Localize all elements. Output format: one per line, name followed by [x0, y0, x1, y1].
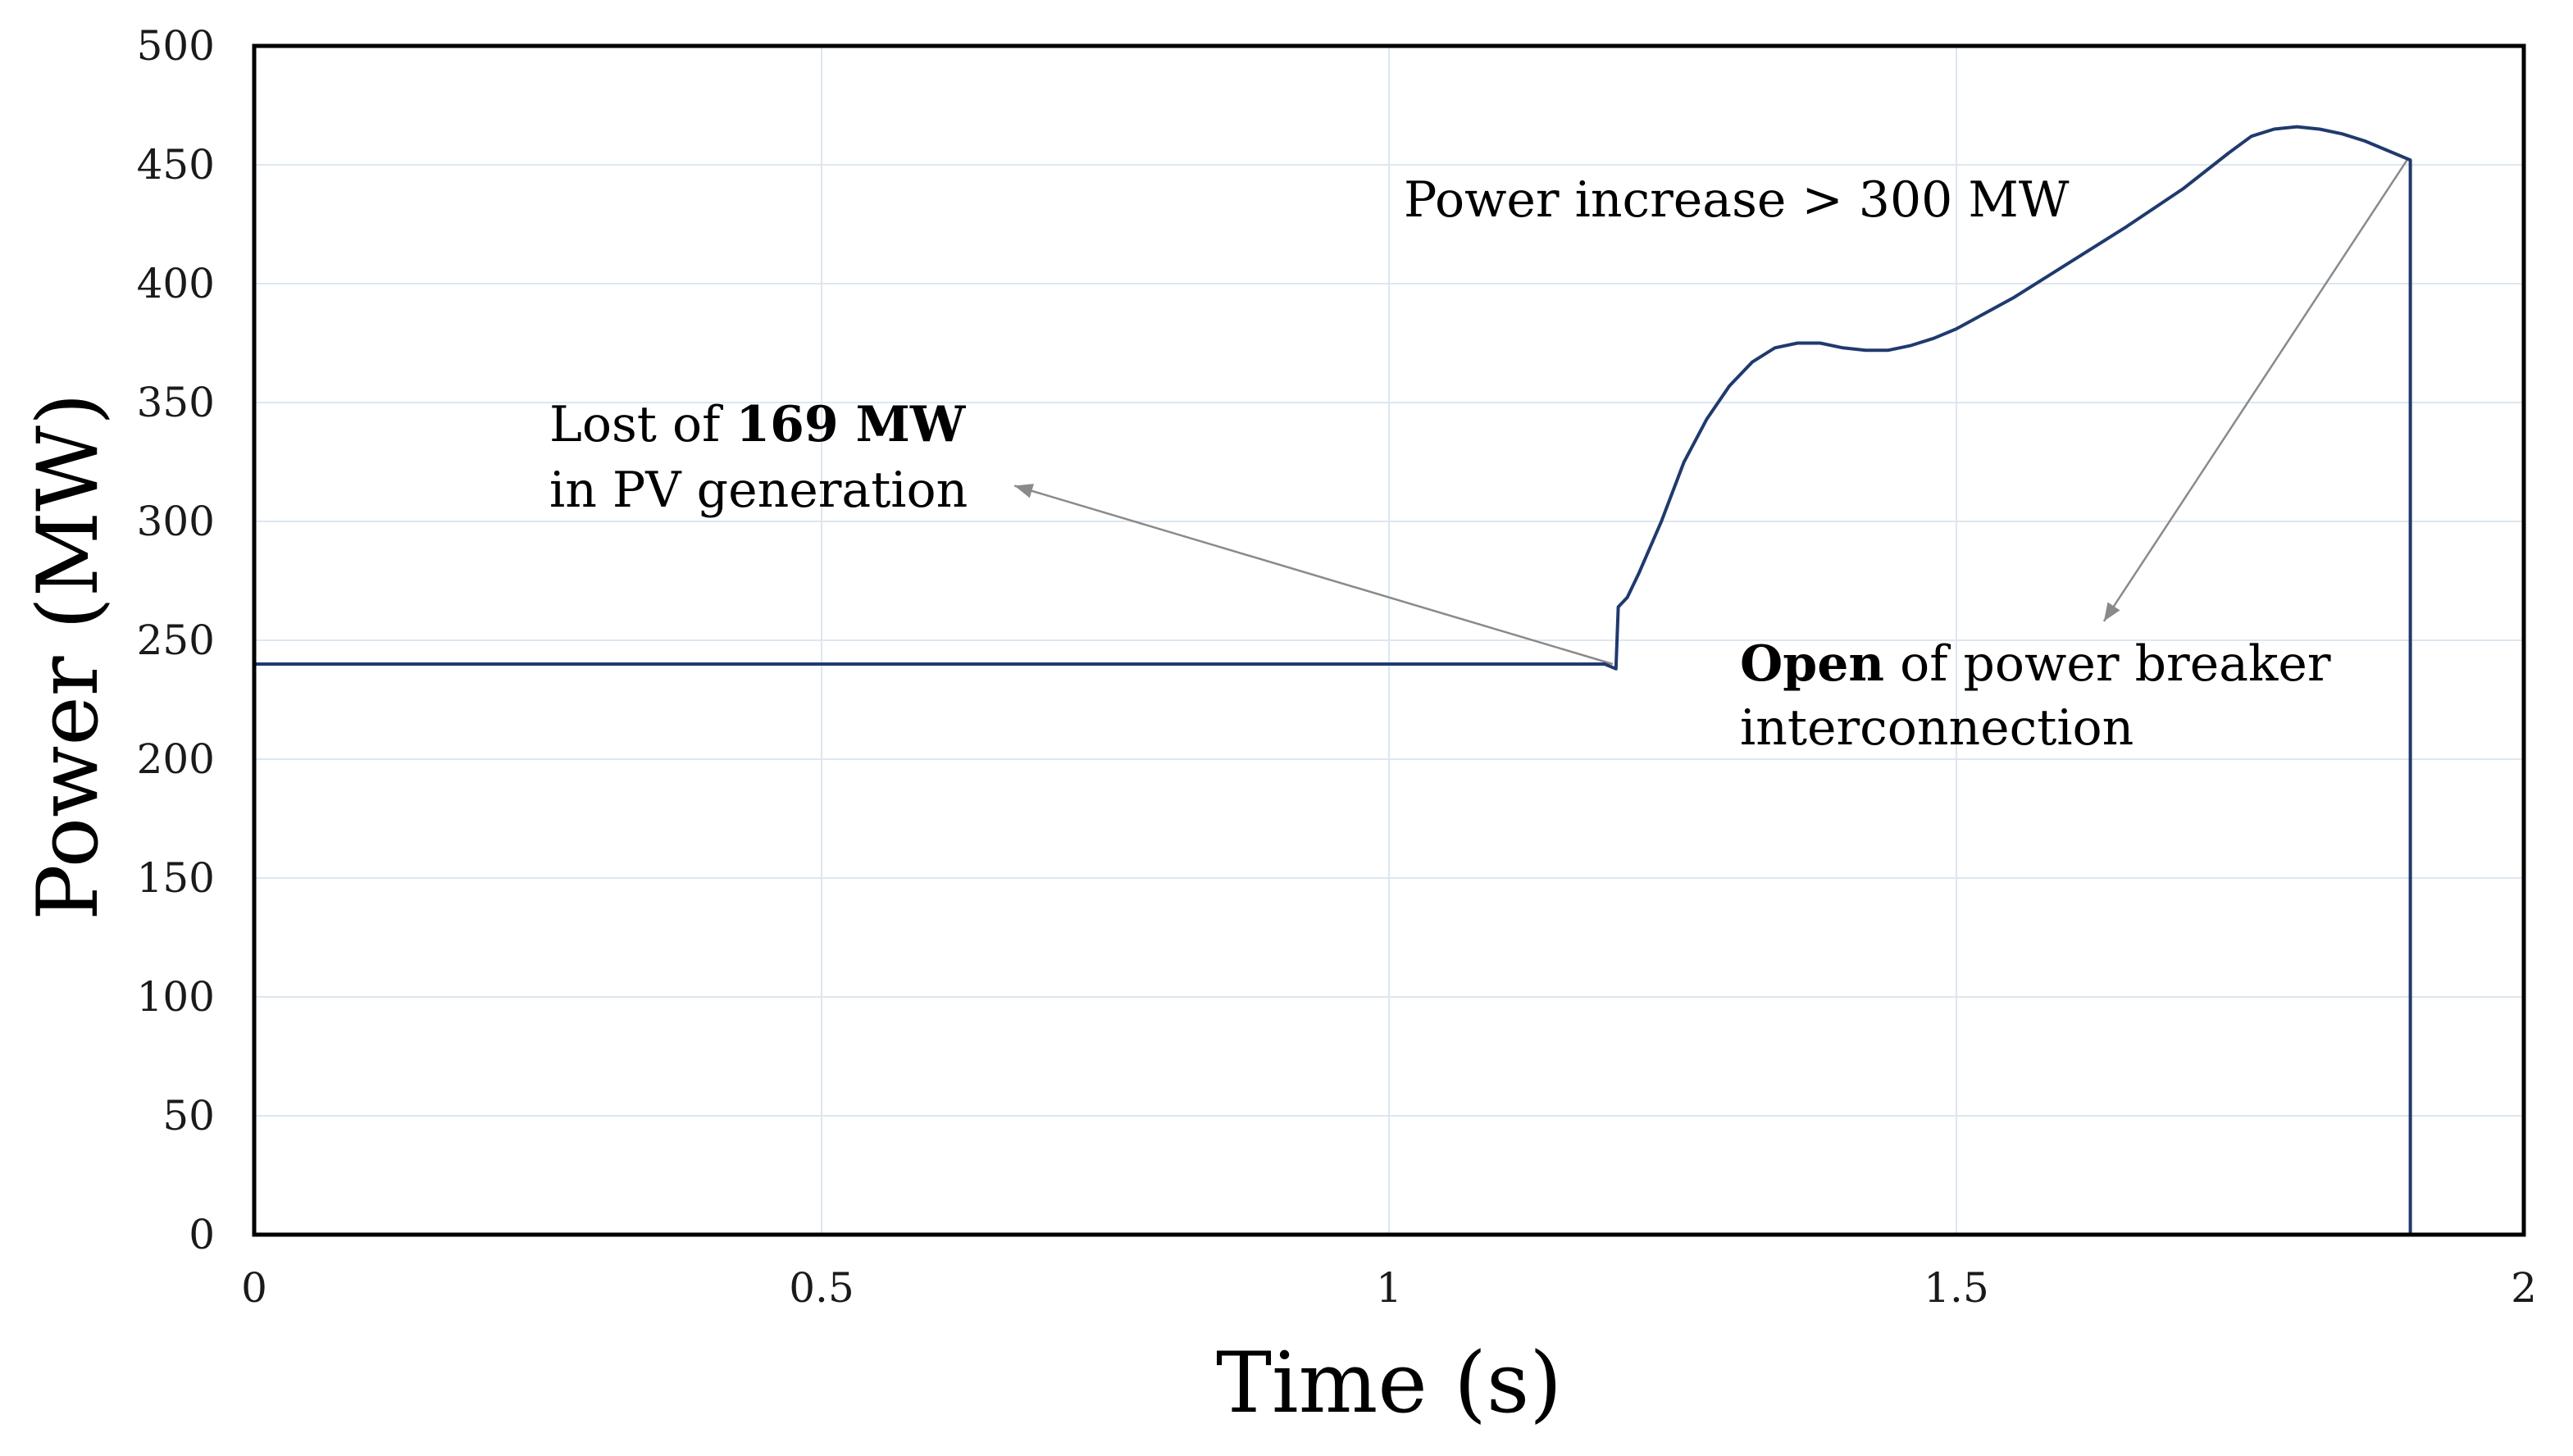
x-tick-label: 0.5	[789, 1264, 854, 1312]
y-tick-label: 450	[137, 141, 215, 189]
y-tick-label: 150	[137, 854, 215, 902]
y-tick-label: 250	[137, 617, 215, 664]
annotation-power-increase: Power increase > 300 MW	[1404, 171, 2070, 229]
x-tick-label: 1	[1376, 1264, 1402, 1312]
y-tick-label: 350	[137, 379, 215, 426]
x-tick-label: 0	[241, 1264, 267, 1312]
annotation-text: Lost of	[549, 396, 735, 453]
arrow-shaft	[1013, 485, 1614, 666]
arrow-shaft	[2102, 159, 2408, 622]
annotation-text: 169 MW	[735, 396, 967, 453]
annotation-text: Open	[1740, 635, 1884, 693]
y-tick-label: 300	[137, 498, 215, 545]
x-axis-title: Time (s)	[1216, 1335, 1562, 1432]
annotation-arrow-open	[2102, 159, 2408, 622]
annotation-lost-pv-generation: Lost of 169 MW in PV generation	[549, 396, 981, 519]
y-axis-ticks: 0 50 100 150 200 250 300 350 400 450 500	[137, 22, 215, 1258]
y-axis-title: Power (MW)	[20, 393, 117, 921]
annotation-arrow-lost	[1013, 484, 1614, 666]
x-tick-label: 1.5	[1924, 1264, 1989, 1312]
annotation-text: Power increase > 300 MW	[1404, 171, 2070, 229]
annotation-text: interconnection	[1740, 699, 2134, 757]
y-tick-label: 100	[137, 973, 215, 1021]
annotation-text: in PV generation	[549, 462, 968, 519]
y-tick-label: 500	[137, 22, 215, 70]
arrow-head	[2103, 602, 2120, 621]
y-tick-label: 0	[189, 1211, 215, 1258]
annotation-arrows	[1013, 159, 2408, 666]
y-tick-label: 200	[137, 735, 215, 783]
annotation-breaker-open: Open of power breaker interconnection	[1740, 635, 2347, 757]
x-axis-ticks: 0 0.5 1 1.5 2	[241, 1264, 2537, 1312]
power-series-line	[254, 125, 2524, 1236]
annotation-text: of power breaker	[1884, 635, 2331, 693]
arrow-head	[1014, 484, 1034, 498]
y-tick-label: 50	[162, 1092, 215, 1140]
plot-area-frame	[252, 43, 2526, 1237]
x-tick-label: 2	[2511, 1264, 2537, 1312]
y-tick-label: 400	[137, 260, 215, 307]
